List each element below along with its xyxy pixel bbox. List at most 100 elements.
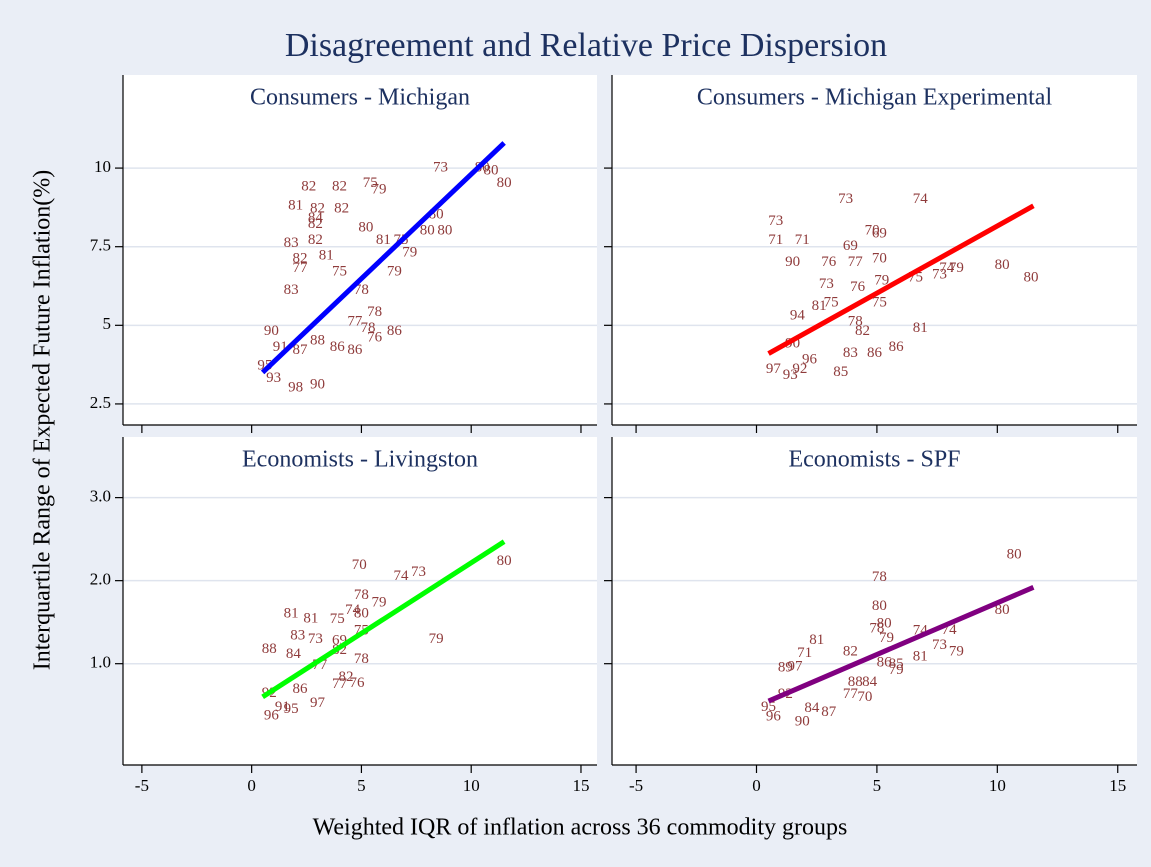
point-label: 78 — [354, 651, 369, 667]
fit-line — [767, 585, 1035, 704]
point-label: 90 — [795, 713, 810, 729]
point-label: 70 — [857, 689, 872, 705]
y-tick-label: 5 — [103, 314, 112, 333]
point-label: 94 — [790, 307, 806, 323]
point-label: 78 — [354, 587, 369, 603]
plot-area — [123, 437, 597, 765]
panel-title: Economists - SPF — [788, 447, 960, 473]
y-tick-label: 2.0 — [90, 570, 111, 589]
point-label: 77 — [843, 686, 859, 702]
point-label: 82 — [292, 251, 307, 267]
point-label: 83 — [290, 628, 305, 644]
point-label: 81 — [288, 197, 303, 213]
point-label: 82 — [334, 200, 349, 216]
point-label: 83 — [284, 282, 299, 298]
point-label: 89 — [778, 659, 793, 675]
point-label: 97 — [788, 658, 804, 674]
point-label: 77 — [292, 260, 308, 276]
point-label: 81 — [913, 320, 928, 336]
point-label: 73 — [819, 276, 834, 292]
point-label: 69 — [872, 226, 887, 242]
point-label: 95 — [284, 701, 299, 717]
point-label: 79 — [371, 182, 386, 198]
point-label: 73 — [411, 564, 426, 580]
point-label: 75 — [330, 611, 345, 627]
point-label: 79 — [889, 662, 904, 678]
point-label: 92 — [792, 361, 807, 377]
plot-area — [612, 437, 1137, 765]
point-label: 81 — [319, 248, 334, 264]
plot-area — [612, 75, 1137, 425]
point-label: 79 — [874, 273, 889, 289]
point-label: 80 — [497, 553, 512, 569]
point-label: 84 — [308, 210, 324, 226]
point-label: 80 — [872, 598, 887, 614]
point-label: 78 — [872, 569, 887, 585]
point-label: 95 — [761, 699, 776, 715]
point-label: 71 — [768, 232, 783, 248]
chart-title: Disagreement and Relative Price Dispersi… — [285, 27, 887, 64]
point-label: 69 — [843, 238, 858, 254]
point-label: 80 — [995, 257, 1010, 273]
point-label: 80 — [437, 222, 452, 238]
point-label: 90 — [785, 254, 800, 270]
point-label: 70 — [352, 557, 367, 573]
point-label: 83 — [843, 345, 858, 361]
point-label: 76 — [367, 329, 383, 345]
point-label: 75 — [872, 295, 887, 311]
point-label: 80 — [1007, 546, 1022, 562]
panel-title: Economists - Livingston — [242, 447, 478, 473]
point-label: 86 — [867, 345, 883, 361]
point-label: 83 — [284, 235, 299, 251]
point-label: 86 — [330, 339, 346, 355]
point-label: 81 — [809, 632, 824, 648]
point-label: 70 — [865, 222, 880, 238]
point-label: 81 — [303, 610, 318, 626]
point-label: 86 — [387, 323, 403, 339]
point-label: 88 — [262, 641, 277, 657]
x-tick-label: -5 — [135, 776, 149, 795]
point-label: 82 — [308, 232, 323, 248]
point-label: 73 — [838, 191, 853, 207]
point-label: 79 — [429, 631, 444, 647]
point-label: 80 — [877, 615, 892, 631]
point-label: 80 — [354, 605, 369, 621]
point-label: 84 — [804, 700, 820, 716]
point-label: 93 — [783, 367, 798, 383]
point-label: 78 — [361, 320, 376, 336]
y-tick-label: 1.0 — [90, 653, 111, 672]
point-label: 82 — [855, 323, 870, 339]
x-axis-label: Weighted IQR of inflation across 36 comm… — [313, 815, 848, 841]
point-label: 88 — [848, 674, 863, 690]
point-label: 75 — [363, 175, 378, 191]
point-label: 73 — [308, 631, 323, 647]
point-label: 96 — [766, 708, 782, 724]
point-label: 79 — [387, 263, 402, 279]
point-label: 97 — [310, 695, 326, 711]
point-label: 78 — [354, 282, 369, 298]
point-label: 82 — [332, 178, 347, 194]
point-label: 76 — [821, 254, 837, 270]
point-label: 76 — [350, 675, 366, 691]
point-label: 86 — [889, 339, 905, 355]
point-label: 80 — [483, 163, 498, 179]
fit-line — [260, 141, 506, 375]
point-label: 87 — [292, 342, 308, 358]
point-label: 76 — [850, 279, 866, 295]
point-label: 98 — [288, 380, 303, 396]
x-tick-label: 0 — [247, 776, 256, 795]
x-tick-label: 0 — [752, 776, 761, 795]
point-label: 75 — [332, 263, 347, 279]
y-tick-label: 10 — [94, 157, 111, 176]
point-label: 80 — [358, 219, 373, 235]
x-tick-label: -5 — [629, 776, 643, 795]
x-tick-label: 15 — [572, 776, 589, 795]
point-label: 97 — [766, 361, 782, 377]
point-label: 85 — [833, 364, 848, 380]
x-tick-label: 10 — [989, 776, 1006, 795]
point-label: 85 — [889, 656, 904, 672]
point-label: 78 — [869, 620, 884, 636]
point-label: 86 — [877, 654, 893, 670]
x-tick-label: 5 — [873, 776, 882, 795]
point-label: 77 — [332, 676, 348, 692]
